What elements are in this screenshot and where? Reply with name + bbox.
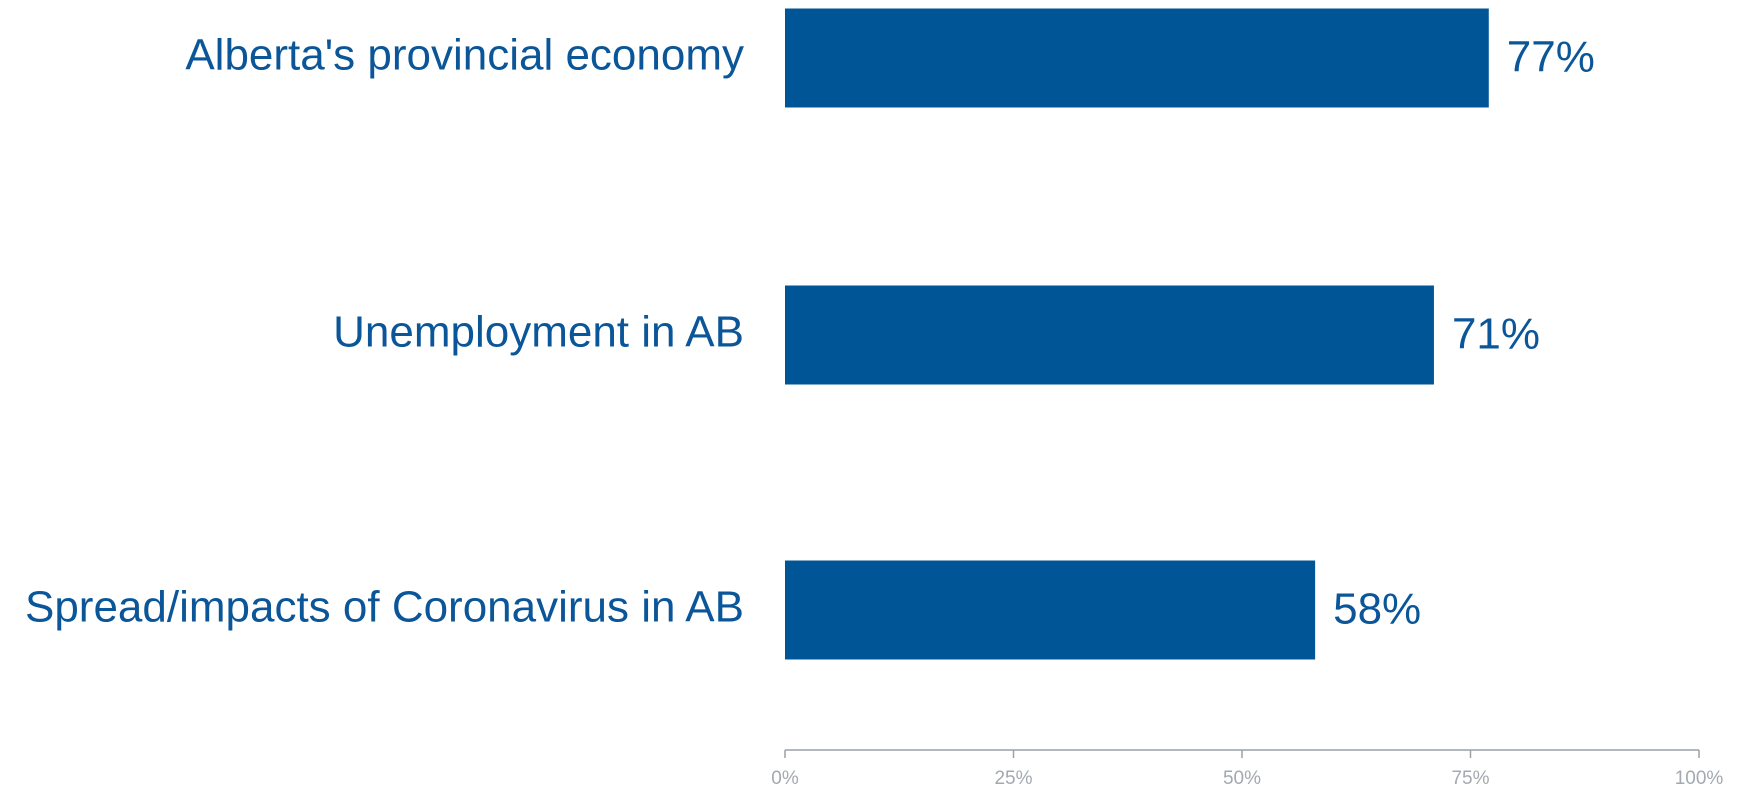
category-label: Spread/impacts of Coronavirus in AB [25,583,744,632]
x-tick-label: 50% [1223,768,1261,789]
bar [785,8,1489,108]
category-label: Unemployment in AB [333,308,744,357]
bar [785,560,1316,660]
x-tick-label: 100% [1675,768,1724,789]
x-tick-label: 25% [994,768,1032,789]
value-label: 77% [1507,33,1595,82]
value-label: 71% [1452,310,1540,359]
x-tick-label: 0% [771,768,799,789]
bar [785,285,1434,385]
x-tick-label: 75% [1451,768,1489,789]
value-label: 58% [1333,585,1421,634]
category-label: Alberta's provincial economy [185,31,744,80]
